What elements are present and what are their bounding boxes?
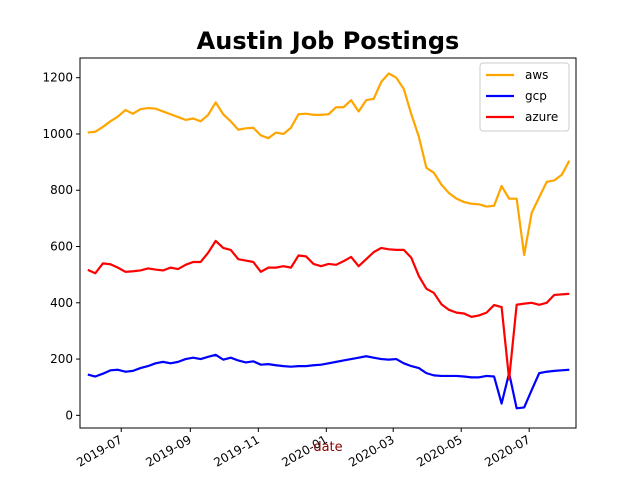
y-tick-label: 1200 [42,71,73,85]
legend: aws gcp azure [479,62,570,132]
series-line-aws [87,72,571,257]
y-tick-label: 1000 [42,127,73,141]
chart-title: Austin Job Postings [197,27,460,55]
y-tick-label: 0 [65,408,73,422]
legend-label-azure: azure [525,110,558,124]
legend-label-aws: aws [525,68,548,82]
plot-lines [87,72,571,410]
series-line-azure [87,239,570,381]
y-tick-label: 600 [50,240,73,254]
y-axis: 0 200 400 600 800 1000 1200 [42,71,80,422]
y-tick-label: 200 [50,352,73,366]
plot-frame [79,57,577,429]
y-tick-label: 400 [50,296,73,310]
y-tick-label: 800 [50,183,73,197]
legend-box [479,62,570,132]
x-axis-label: date [313,440,342,455]
legend-label-gcp: gcp [525,89,547,103]
series-line-gcp [87,353,570,410]
